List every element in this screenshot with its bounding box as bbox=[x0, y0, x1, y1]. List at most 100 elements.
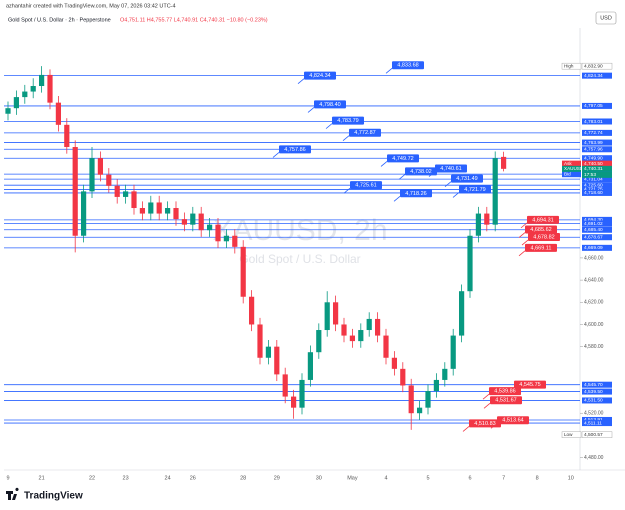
candle-body bbox=[173, 208, 179, 220]
y-tick-label: 4,620.00 bbox=[584, 300, 604, 306]
x-tick-label: May bbox=[347, 475, 358, 481]
candle-body bbox=[425, 391, 431, 408]
level-tag-label: 4,772.74 bbox=[584, 130, 603, 136]
callout bbox=[314, 100, 346, 109]
level-tag-label: 4,718.60 bbox=[584, 190, 603, 196]
candle-body bbox=[190, 213, 196, 225]
price-tag-label: 4,740.31 bbox=[584, 166, 603, 172]
callout bbox=[459, 185, 491, 194]
price-tag-name-box bbox=[561, 431, 582, 438]
candle-body bbox=[459, 291, 465, 336]
candle-body bbox=[442, 368, 448, 380]
candle-body bbox=[358, 330, 364, 342]
price-tag bbox=[582, 160, 612, 167]
x-tick-label: 8 bbox=[536, 475, 539, 481]
level-tag bbox=[582, 381, 612, 388]
callout bbox=[497, 416, 529, 425]
level-tag bbox=[582, 186, 612, 193]
watermark-description: Gold Spot / U.S. Dollar bbox=[239, 252, 360, 266]
callout bbox=[490, 396, 522, 405]
callout-pointer bbox=[483, 402, 491, 409]
price-tag-name: Bid bbox=[564, 171, 571, 176]
callout-pointer bbox=[521, 239, 529, 246]
candle-body bbox=[257, 324, 263, 358]
candle-body bbox=[81, 191, 87, 236]
callout bbox=[405, 167, 437, 176]
callout bbox=[400, 189, 432, 198]
level-tag-label: 4,669.09 bbox=[584, 245, 603, 251]
logo-mark bbox=[6, 487, 19, 500]
y-tick-label: 4,480.00 bbox=[584, 455, 604, 461]
callout-pointer bbox=[342, 135, 350, 142]
level-tag-label: 4,763.99 bbox=[584, 140, 603, 146]
price-tag bbox=[581, 431, 613, 438]
currency-button[interactable] bbox=[595, 11, 617, 25]
level-tag-label: 4,691.02 bbox=[584, 221, 603, 227]
candle-body bbox=[265, 346, 271, 358]
candle-body bbox=[131, 191, 137, 209]
callout bbox=[350, 181, 382, 190]
x-tick-label: 24 bbox=[165, 475, 171, 481]
callout-pointer bbox=[518, 232, 526, 238]
candle-body bbox=[433, 379, 439, 392]
price-tag-label: 4,740.50 bbox=[584, 161, 603, 167]
callout-label: 4,531.67 bbox=[495, 398, 516, 404]
candle-body bbox=[156, 202, 162, 214]
candle-body bbox=[291, 396, 297, 408]
callout-label: 4,731.49 bbox=[456, 176, 477, 182]
level-tag-label: 4,694.30 bbox=[584, 217, 603, 223]
level-tag bbox=[582, 176, 612, 183]
level-tag bbox=[582, 189, 612, 196]
candle-body bbox=[232, 235, 238, 247]
callout bbox=[469, 419, 501, 428]
candle-body bbox=[282, 374, 288, 397]
x-tick-label: 26 bbox=[190, 475, 196, 481]
y-tick-label: 4,520.00 bbox=[584, 411, 604, 417]
candle-body bbox=[139, 208, 145, 214]
currency[interactable]: USD bbox=[600, 15, 612, 21]
candle-body bbox=[249, 296, 255, 325]
level-tag-label: 4,678.67 bbox=[584, 234, 603, 240]
candle-body bbox=[240, 246, 246, 297]
candle-body bbox=[383, 335, 389, 358]
x-tick-label: 4 bbox=[384, 475, 387, 481]
candle-body bbox=[106, 174, 112, 186]
callout bbox=[349, 128, 381, 137]
price-tag-name: XAUUSD bbox=[564, 166, 584, 171]
callout-label: 4,740.61 bbox=[440, 166, 461, 172]
callout-pointer bbox=[325, 123, 333, 129]
price-tag-name: High bbox=[564, 63, 574, 68]
callout-pointer bbox=[297, 78, 305, 84]
level-tag bbox=[582, 388, 612, 395]
level-tag bbox=[582, 102, 612, 109]
level-tag-label: 4,824.34 bbox=[584, 73, 603, 79]
level-tag bbox=[582, 129, 612, 136]
y-tick-label: 4,660.00 bbox=[584, 255, 604, 261]
callout-pointer bbox=[462, 426, 470, 432]
level-tag bbox=[582, 226, 612, 233]
price-tag-label: 4,832.90 bbox=[584, 63, 603, 69]
callout-label: 4,539.86 bbox=[494, 389, 515, 395]
candle-body bbox=[467, 235, 473, 292]
level-tag bbox=[582, 118, 612, 125]
candle-body bbox=[408, 385, 414, 414]
candle-body bbox=[484, 213, 490, 225]
callout bbox=[387, 154, 419, 163]
level-tag bbox=[582, 72, 612, 79]
brand: TradingView bbox=[24, 491, 83, 502]
candle-body bbox=[64, 124, 70, 148]
callout bbox=[528, 233, 560, 242]
callout-label: 4,694.31 bbox=[532, 217, 553, 223]
candle-body bbox=[5, 108, 11, 114]
x-tick-label: 22 bbox=[89, 475, 95, 481]
candle-body bbox=[97, 158, 103, 175]
symbol: Gold Spot / U.S. Dollar · 2h · Peppersto… bbox=[8, 17, 111, 23]
callout bbox=[304, 71, 336, 80]
candle-body bbox=[475, 213, 481, 236]
x-tick-label: 6 bbox=[468, 475, 471, 481]
callout-pointer bbox=[518, 250, 526, 257]
callout-pointer bbox=[482, 393, 490, 400]
candle-body bbox=[215, 224, 221, 242]
callout-label: 4,783.79 bbox=[337, 118, 358, 124]
candle-body bbox=[223, 235, 229, 242]
